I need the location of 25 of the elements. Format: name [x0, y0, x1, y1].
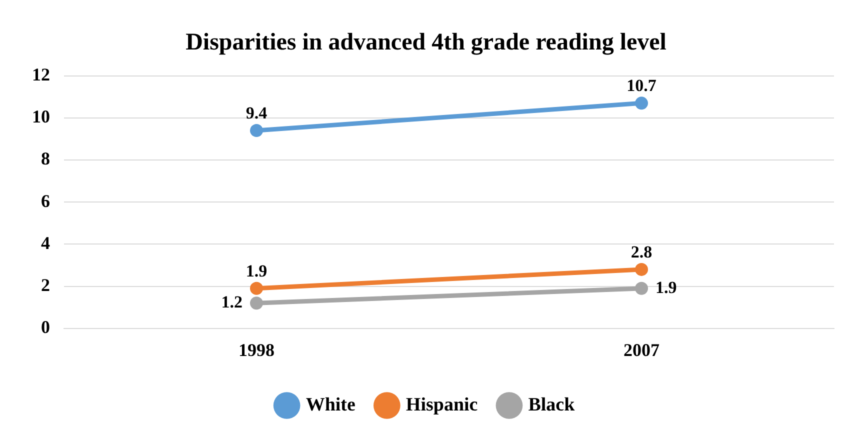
point [250, 282, 263, 295]
point [635, 96, 648, 110]
data-label: 2.8 [630, 242, 652, 262]
x-tick-label: 1998 [238, 340, 274, 360]
data-label: 9.4 [246, 103, 268, 122]
chart-title: Disparities in advanced 4th grade reading level [186, 30, 667, 56]
legend-label: Black [528, 394, 576, 416]
y-tick-label: 4 [41, 232, 50, 253]
y-tick-label: 12 [32, 64, 50, 84]
data-label: 1.9 [246, 261, 268, 280]
data-label: 10.7 [626, 76, 657, 96]
legend-label: Hispanic [406, 394, 478, 416]
y-tick-label: 10 [32, 106, 50, 127]
x-tick-label: 2007 [624, 340, 660, 360]
y-tick-label: 6 [41, 190, 50, 211]
y-tick-label: 2 [41, 274, 50, 295]
point [635, 262, 648, 276]
point [250, 124, 263, 138]
data-label: 1.9 [656, 278, 677, 297]
point [250, 296, 263, 310]
y-tick-label: 8 [41, 148, 50, 169]
legend-label: White [306, 394, 356, 416]
y-tick-label: 0 [41, 317, 50, 338]
data-label: 1.2 [221, 292, 242, 312]
point [635, 282, 648, 295]
